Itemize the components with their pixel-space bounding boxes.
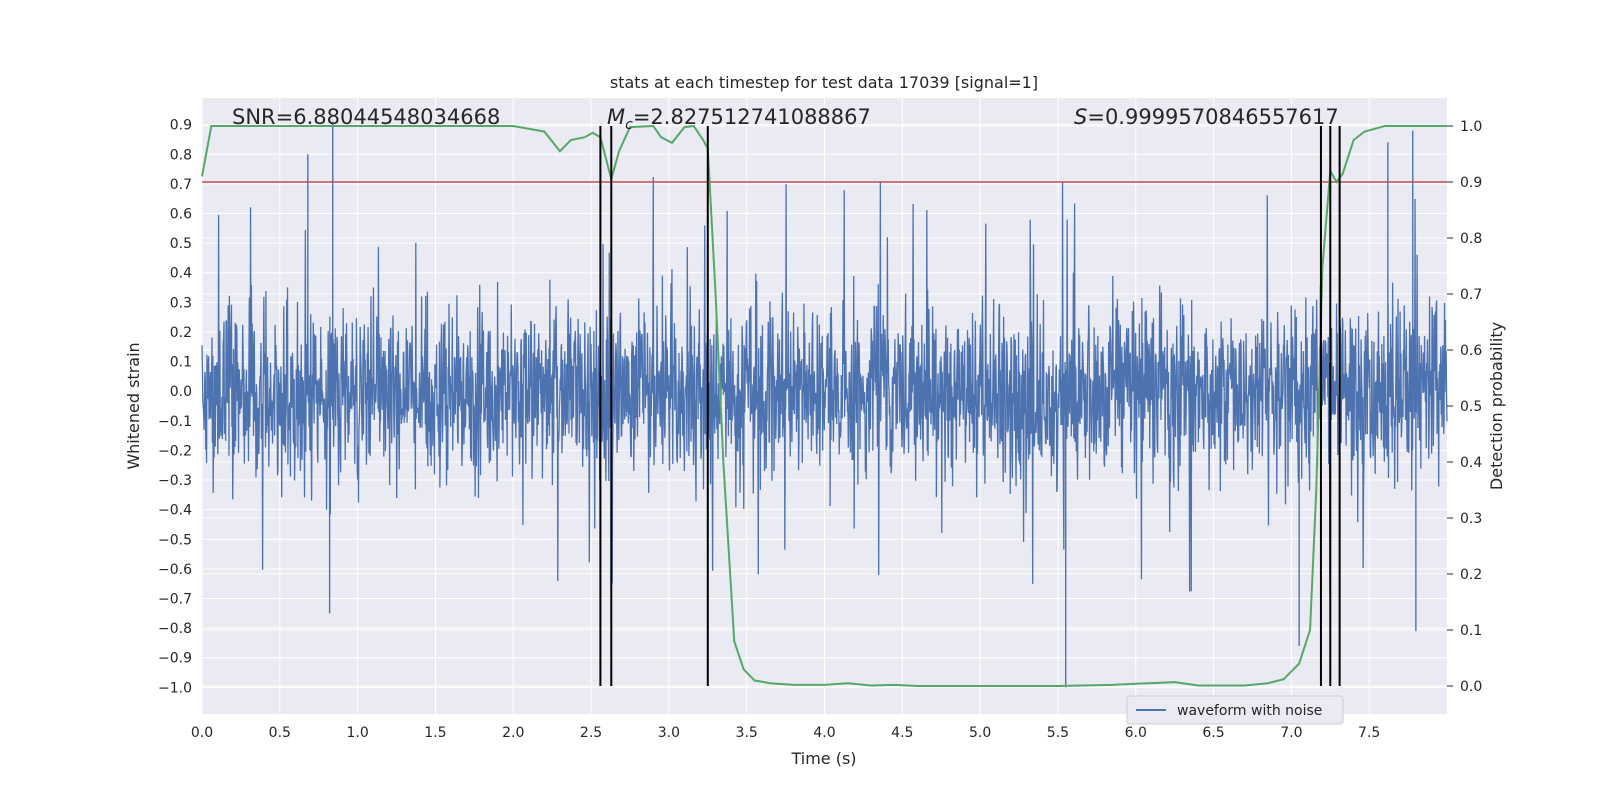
x-tick-label: 4.0 [813,725,835,741]
snr-score-annotation: S=0.9999570846557617 [1074,105,1339,129]
right-y-tick-label: 0.4 [1460,455,1482,471]
left-y-tick-label: 0.3 [170,295,192,311]
left-y-tick-label: −0.2 [158,443,192,459]
left-y-tick-label: −0.1 [158,414,192,430]
x-tick-label: 2.5 [580,725,602,741]
left-y-tick-label: −1.0 [158,680,192,696]
vertical-markers [599,126,1341,686]
right-y-axis-label: Detection probability [1487,322,1506,490]
chirp-mass-symbol: M [607,105,625,129]
x-tick-label: 7.0 [1280,725,1302,741]
legend-label-waveform: waveform with noise [1177,703,1322,719]
x-tick-label: 7.5 [1358,725,1380,741]
left-y-tick-label: −0.8 [158,621,192,637]
x-tick-label: 6.0 [1125,725,1147,741]
left-y-tick-label: 0.5 [170,236,192,252]
detection-probability-series [201,124,1447,687]
left-y-tick-label: 0.1 [170,355,192,371]
right-y-tick-label: 0.2 [1460,567,1482,583]
right-y-tick-label: 1.0 [1460,119,1482,135]
left-y-tick-label: −0.4 [158,503,192,519]
legend: waveform with noise [1126,695,1344,725]
left-y-tick-label: −0.3 [158,473,192,489]
chirp-mass-annotation: Mc=2.827512741088867 [607,105,871,133]
left-y-tick-label: 0.7 [170,177,192,193]
x-axis-label: Time (s) [790,749,856,768]
snr-annotation: SNR=6.88044548034668 [232,105,500,129]
x-tick-label: 0.5 [269,725,291,741]
left-y-axis-ticks: 0.9 0.8 0.7 0.6 0.5 0.4 0.3 0.2 0.1 0.0 −0.1 −0.2 −0… [158,118,192,697]
right-y-tick-label: 0.6 [1460,343,1482,359]
left-y-tick-label: 0.4 [170,266,192,282]
right-y-tick-label: 0.1 [1460,623,1482,639]
x-tick-label: 3.0 [658,725,680,741]
left-y-tick-label: −0.5 [158,532,192,548]
x-tick-label: 6.5 [1202,725,1224,741]
x-tick-label: 5.0 [969,725,991,741]
x-tick-label: 5.5 [1047,725,1069,741]
probability-line [201,124,1447,687]
legend-box [1126,695,1344,725]
left-y-tick-label: 0.6 [170,207,192,223]
chart-title: stats at each timestep for test data 170… [610,73,1038,92]
score-symbol: S [1074,105,1087,129]
right-y-tick-label: 0.8 [1460,231,1482,247]
left-y-tick-label: −0.6 [158,562,192,578]
right-y-axis-ticks: 1.0 0.9 0.8 0.7 0.6 0.5 0.4 0.3 0.2 0.1 0.0 [1447,119,1482,695]
waveform-line [201,177,1448,595]
left-y-tick-label: 0.0 [170,384,192,400]
x-tick-label: 4.5 [891,725,913,741]
x-axis-ticks: 0.0 0.5 1.0 1.5 2.0 2.5 3.0 3.5 4.0 4.5 5.0 5.5 6.0 6… [191,725,1380,741]
x-tick-label: 3.5 [736,725,758,741]
x-tick-label: 1.5 [424,725,446,741]
right-y-tick-label: 0.5 [1460,399,1482,415]
left-y-tick-label: 0.2 [170,325,192,341]
right-y-tick-label: 0.7 [1460,287,1482,303]
x-tick-label: 2.0 [502,725,524,741]
x-tick-label: 0.0 [191,725,213,741]
left-y-tick-label: 0.8 [170,147,192,163]
left-y-tick-label: 0.9 [170,118,192,134]
waveform-series [201,121,1448,688]
left-y-tick-label: −0.7 [158,592,192,608]
right-y-tick-label: 0.9 [1460,175,1482,191]
score-value: =0.9999570846557617 [1087,105,1338,129]
left-y-tick-label: −0.9 [158,651,192,667]
left-y-axis-label: Whitened strain [124,342,143,469]
chirp-mass-value: =2.827512741088867 [633,105,871,129]
right-y-tick-label: 0.0 [1460,679,1482,695]
x-tick-label: 1.0 [346,725,368,741]
right-y-tick-label: 0.3 [1460,511,1482,527]
chirp-mass-subscript: c [625,117,633,133]
